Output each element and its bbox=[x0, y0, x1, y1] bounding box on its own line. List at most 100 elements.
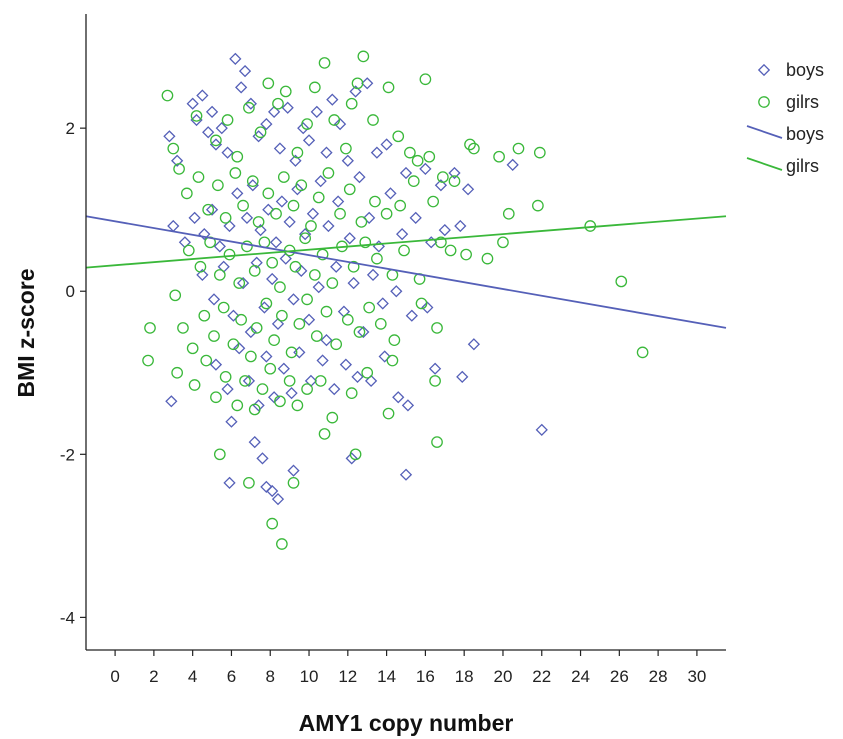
legend-line-icon bbox=[746, 125, 783, 139]
x-tick-label: 4 bbox=[188, 667, 197, 686]
x-tick-label: 12 bbox=[338, 667, 357, 686]
gilrs-point bbox=[615, 275, 628, 288]
boys-point bbox=[242, 374, 256, 388]
boys-point bbox=[363, 211, 376, 224]
gilrs-point bbox=[380, 207, 393, 220]
gilrs-point bbox=[382, 81, 395, 94]
gilrs-point bbox=[144, 322, 156, 334]
gilrs-point bbox=[322, 167, 335, 179]
boys-point bbox=[390, 285, 403, 298]
gilrs-point bbox=[493, 150, 505, 163]
gilrs-point bbox=[314, 375, 327, 387]
gilrs-point bbox=[497, 236, 509, 249]
gilrs-point bbox=[243, 101, 255, 114]
gilrs-point bbox=[436, 171, 449, 183]
gilrs-point bbox=[223, 248, 236, 261]
gilrs-point bbox=[287, 199, 300, 212]
gilrs-point bbox=[241, 240, 253, 253]
boys-point bbox=[260, 350, 273, 363]
gilrs-point bbox=[266, 517, 279, 530]
boys-point bbox=[448, 166, 461, 180]
boys-point bbox=[399, 468, 413, 481]
boys-point bbox=[353, 170, 366, 184]
gilrs-point bbox=[252, 216, 265, 228]
boys-point bbox=[163, 130, 176, 143]
gilrs-point bbox=[217, 301, 230, 314]
gilrs-point bbox=[248, 403, 261, 416]
gilrs-point bbox=[277, 171, 290, 183]
boys-point bbox=[454, 219, 467, 233]
gilrs-point bbox=[293, 317, 306, 330]
x-ticks: 0 2 4 6 8 10 12 14 16 18 20 22 24 26 28 30 bbox=[110, 650, 706, 686]
gilrs-point bbox=[169, 289, 182, 302]
boys-point bbox=[209, 138, 223, 151]
boys-point bbox=[254, 223, 267, 237]
boys-point bbox=[190, 113, 203, 127]
boys-point bbox=[213, 240, 226, 253]
boys-point bbox=[332, 195, 345, 208]
gilrs-point bbox=[237, 199, 249, 212]
x-tick-label: 22 bbox=[532, 667, 551, 686]
boys-point bbox=[341, 154, 354, 167]
boys-point bbox=[207, 293, 221, 306]
gilrs-point bbox=[190, 110, 203, 122]
gilrs-point bbox=[213, 269, 226, 281]
gilrs-point bbox=[272, 97, 284, 110]
gilrs-point bbox=[371, 252, 383, 265]
boys-point bbox=[223, 219, 236, 233]
boys-point bbox=[310, 105, 323, 118]
boys-point bbox=[186, 97, 199, 110]
gilrs-point bbox=[347, 260, 360, 273]
gilrs-point bbox=[276, 538, 288, 550]
gilrs-point bbox=[512, 142, 525, 155]
gilrs-point bbox=[328, 114, 341, 126]
gilrs-point bbox=[502, 207, 515, 220]
gilrs-point bbox=[353, 326, 366, 338]
gilrs-point bbox=[423, 150, 436, 163]
boys-point bbox=[244, 97, 257, 110]
boys-point bbox=[295, 264, 308, 277]
boys-point bbox=[281, 101, 294, 114]
gilrs-point bbox=[256, 383, 269, 395]
boys-point bbox=[221, 382, 234, 396]
boys-point bbox=[209, 358, 223, 371]
boys-point bbox=[283, 215, 296, 229]
boys-point bbox=[405, 309, 418, 322]
boys-point bbox=[275, 195, 288, 208]
gilrs-point bbox=[291, 146, 304, 159]
boys-point bbox=[256, 452, 269, 465]
boys-fit-line bbox=[85, 215, 727, 329]
boys-point bbox=[312, 281, 325, 294]
boys-point bbox=[461, 183, 475, 196]
legend-line-icon bbox=[746, 157, 783, 171]
gilrs-point bbox=[357, 50, 370, 63]
gilrs-point bbox=[243, 476, 255, 489]
gilrs-point bbox=[330, 338, 343, 351]
gilrs-point bbox=[231, 399, 244, 412]
boys-point bbox=[337, 305, 351, 318]
gilrs-point bbox=[468, 142, 480, 155]
boys-point bbox=[273, 142, 287, 155]
gilrs-point bbox=[287, 476, 300, 489]
boys-point bbox=[349, 85, 362, 98]
boys-point bbox=[217, 260, 230, 273]
boys-point bbox=[401, 399, 415, 412]
boys-point bbox=[297, 122, 310, 135]
boys-point bbox=[250, 256, 263, 269]
legend-label: boys bbox=[786, 124, 824, 144]
boys-point bbox=[322, 219, 335, 233]
boys-point bbox=[289, 154, 302, 167]
gilrs-point bbox=[464, 138, 476, 151]
boys-point bbox=[277, 362, 290, 375]
gilrs-point bbox=[334, 207, 346, 220]
boys-point bbox=[171, 154, 184, 167]
gilrs-point bbox=[198, 309, 211, 322]
gilrs-point bbox=[276, 309, 288, 322]
gilrs-point bbox=[200, 354, 213, 367]
boys-point bbox=[409, 211, 422, 224]
boys-point bbox=[235, 81, 248, 94]
gilrs-point bbox=[429, 375, 441, 387]
gilrs-point bbox=[301, 118, 313, 130]
boys-point bbox=[223, 476, 236, 489]
boys-point bbox=[328, 382, 341, 396]
